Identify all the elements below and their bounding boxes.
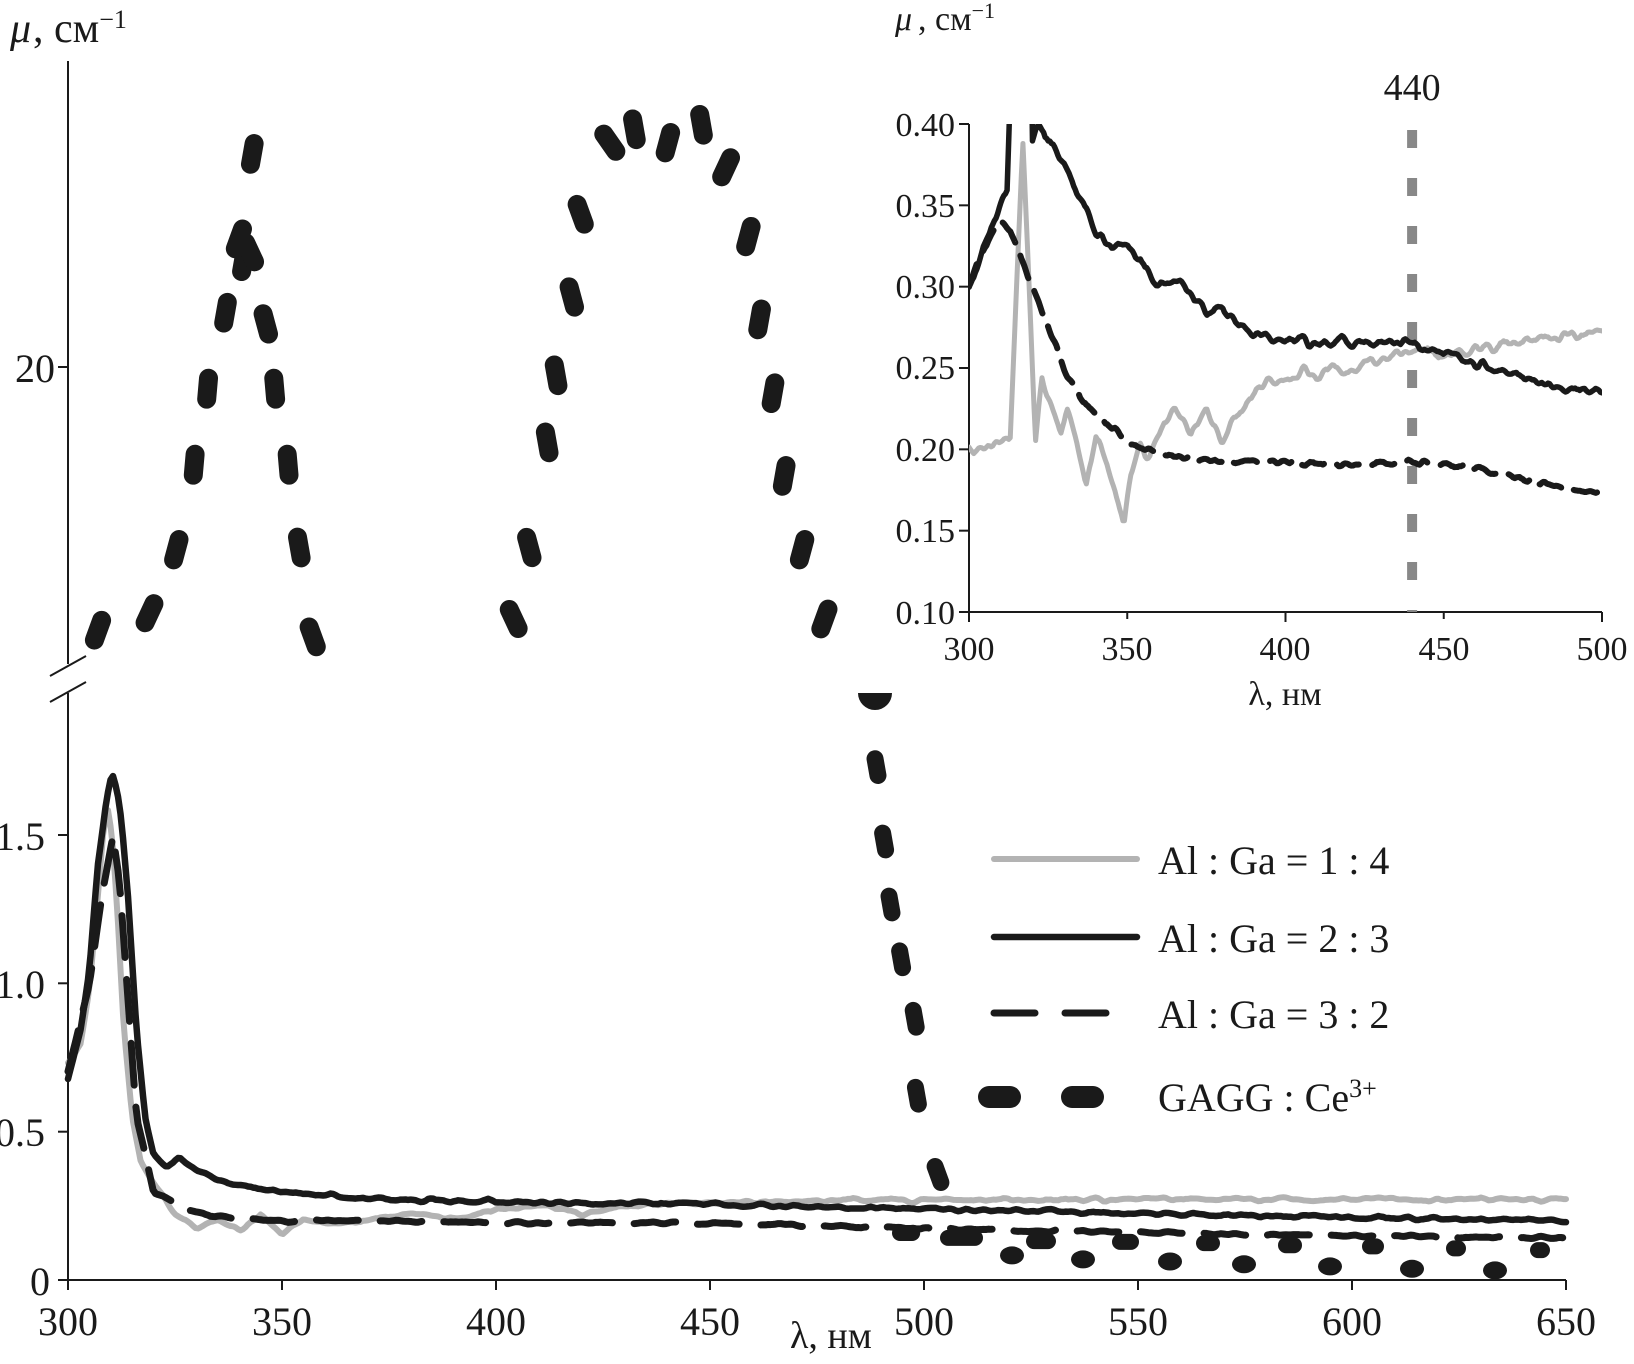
svg-text:300: 300	[38, 1299, 98, 1344]
svg-text:μ: μ	[894, 1, 912, 38]
svg-text:350: 350	[252, 1299, 312, 1344]
svg-text:0.15: 0.15	[896, 513, 956, 550]
svg-text:0: 0	[30, 1259, 50, 1304]
svg-text:0.35: 0.35	[896, 188, 956, 225]
svg-text:20: 20	[15, 346, 55, 391]
svg-text:0.40: 0.40	[896, 107, 956, 144]
svg-text:Al : Ga = 1 : 4: Al : Ga = 1 : 4	[1158, 838, 1389, 883]
svg-text:GAGG : Ce3+: GAGG : Ce3+	[1158, 1074, 1377, 1120]
svg-text:500: 500	[894, 1299, 954, 1344]
svg-text:550: 550	[1108, 1299, 1168, 1344]
svg-text:600: 600	[1322, 1299, 1382, 1344]
svg-text:300: 300	[944, 631, 995, 668]
svg-text:350: 350	[1102, 631, 1153, 668]
svg-text:0.25: 0.25	[896, 350, 956, 387]
svg-text:λ, нм: λ, нм	[1248, 676, 1321, 713]
svg-text:450: 450	[680, 1299, 740, 1344]
svg-text:1.0: 1.0	[0, 962, 45, 1007]
svg-text:440: 440	[1384, 67, 1441, 109]
svg-text:Al : Ga = 3 : 2: Al : Ga = 3 : 2	[1158, 992, 1389, 1037]
svg-text:0.30: 0.30	[896, 269, 956, 306]
svg-text:1.5: 1.5	[0, 814, 45, 859]
svg-text:Al : Ga = 2 : 3: Al : Ga = 2 : 3	[1158, 916, 1389, 961]
svg-text:450: 450	[1419, 631, 1470, 668]
svg-text:0.10: 0.10	[896, 595, 956, 632]
svg-text:400: 400	[466, 1299, 526, 1344]
svg-text:λ, нм: λ, нм	[790, 1315, 872, 1357]
svg-text:0.20: 0.20	[896, 432, 956, 469]
svg-text:μ: μ	[9, 6, 31, 52]
svg-text:500: 500	[1577, 631, 1628, 668]
svg-text:650: 650	[1536, 1299, 1596, 1344]
svg-text:400: 400	[1260, 631, 1311, 668]
svg-text:0.5: 0.5	[0, 1110, 45, 1155]
